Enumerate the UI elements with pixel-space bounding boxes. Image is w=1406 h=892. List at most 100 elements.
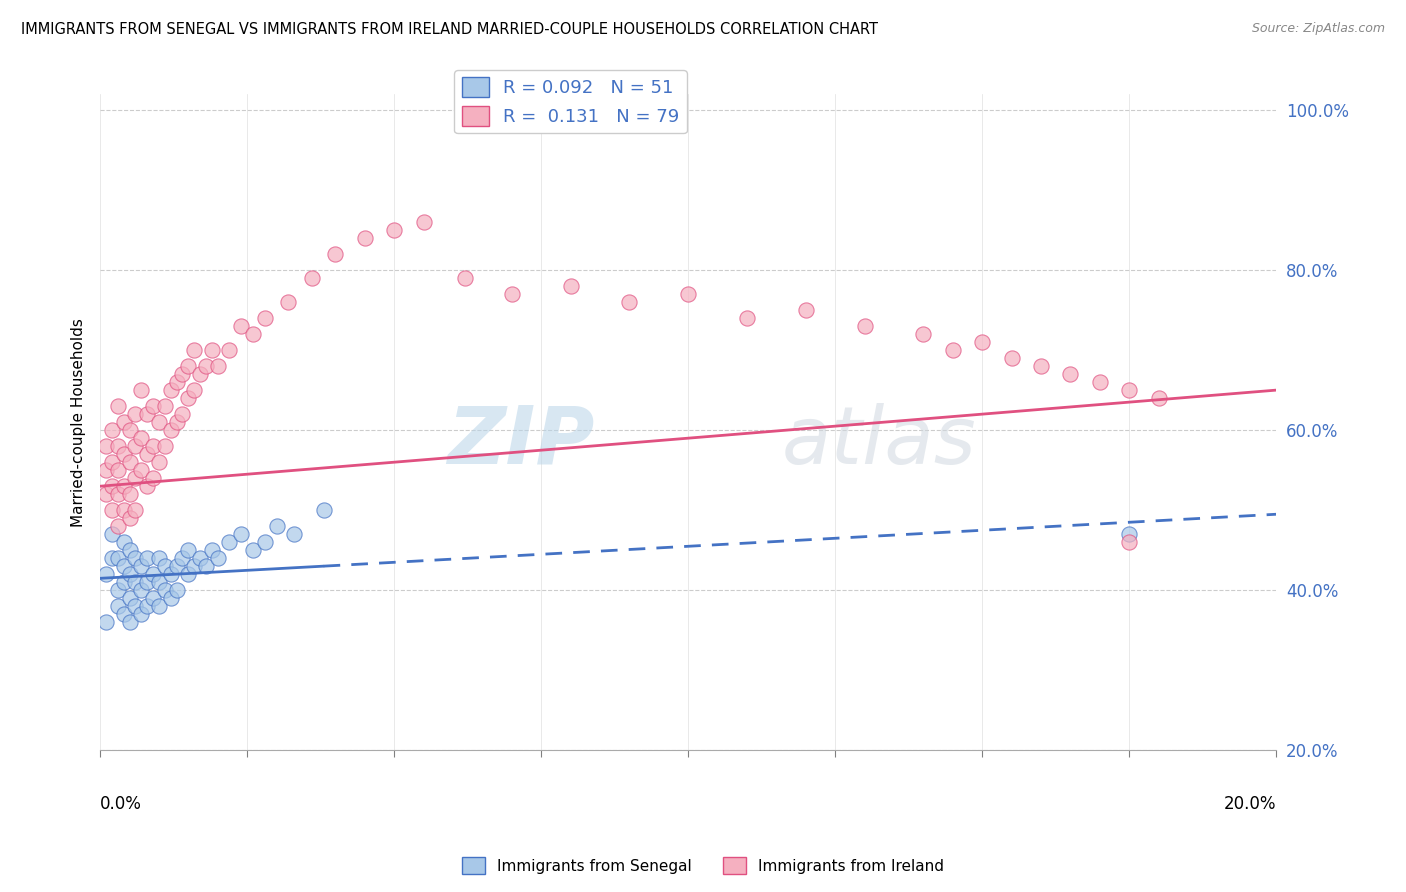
Point <box>136 447 159 461</box>
Point <box>112 415 135 429</box>
Point <box>1118 527 1140 541</box>
Point <box>166 415 188 429</box>
Point <box>676 287 699 301</box>
Point <box>107 519 129 533</box>
Point <box>112 575 135 590</box>
Point <box>118 455 141 469</box>
Point <box>148 575 170 590</box>
Point <box>148 455 170 469</box>
Point <box>124 471 146 485</box>
Point <box>1059 367 1081 381</box>
Point <box>218 343 240 357</box>
Point <box>166 583 188 598</box>
Point <box>94 439 117 453</box>
Point <box>277 295 299 310</box>
Point <box>124 551 146 566</box>
Point <box>172 407 194 421</box>
Point <box>159 591 181 606</box>
Text: 0.0%: 0.0% <box>100 795 142 813</box>
Text: IMMIGRANTS FROM SENEGAL VS IMMIGRANTS FROM IRELAND MARRIED-COUPLE HOUSEHOLDS COR: IMMIGRANTS FROM SENEGAL VS IMMIGRANTS FR… <box>21 22 879 37</box>
Point <box>101 455 124 469</box>
Point <box>177 359 200 373</box>
Point <box>101 527 124 541</box>
Point <box>619 295 641 310</box>
Point <box>266 519 288 533</box>
Point <box>1029 359 1052 373</box>
Point <box>148 551 170 566</box>
Point <box>177 567 200 582</box>
Point <box>142 591 165 606</box>
Point <box>242 327 264 342</box>
Point <box>112 535 135 549</box>
Point <box>142 439 165 453</box>
Point <box>107 399 129 413</box>
Point <box>188 551 211 566</box>
Point <box>118 591 141 606</box>
Legend: Immigrants from Senegal, Immigrants from Ireland: Immigrants from Senegal, Immigrants from… <box>456 851 950 880</box>
Point <box>283 527 305 541</box>
Point <box>94 615 117 630</box>
Point <box>107 463 129 477</box>
Point <box>218 535 240 549</box>
Point <box>136 479 159 493</box>
Point <box>177 391 200 405</box>
Point <box>231 319 253 334</box>
Point <box>207 551 229 566</box>
Point <box>101 551 124 566</box>
Point <box>972 335 994 350</box>
Text: ZIP: ZIP <box>447 403 595 481</box>
Point <box>1118 535 1140 549</box>
Point <box>242 543 264 558</box>
Point <box>142 399 165 413</box>
Point <box>1000 351 1022 365</box>
Point <box>153 439 176 453</box>
Point <box>142 471 165 485</box>
Point <box>253 535 276 549</box>
Text: atlas: atlas <box>782 403 977 481</box>
Point <box>112 559 135 574</box>
Point <box>124 407 146 421</box>
Point <box>177 543 200 558</box>
Point <box>148 599 170 614</box>
Point <box>1088 375 1111 389</box>
Point <box>853 319 876 334</box>
Point <box>794 303 817 318</box>
Point <box>129 583 152 598</box>
Point <box>129 431 152 445</box>
Text: Source: ZipAtlas.com: Source: ZipAtlas.com <box>1251 22 1385 36</box>
Point <box>112 503 135 517</box>
Point <box>183 383 205 397</box>
Legend: R = 0.092   N = 51, R =  0.131   N = 79: R = 0.092 N = 51, R = 0.131 N = 79 <box>454 70 686 133</box>
Text: 20.0%: 20.0% <box>1223 795 1277 813</box>
Point <box>94 487 117 501</box>
Point <box>172 367 194 381</box>
Point <box>107 439 129 453</box>
Point <box>107 551 129 566</box>
Point <box>136 551 159 566</box>
Point <box>129 559 152 574</box>
Point <box>312 503 335 517</box>
Point <box>159 567 181 582</box>
Point <box>118 511 141 525</box>
Point <box>207 359 229 373</box>
Point <box>353 231 375 245</box>
Point <box>194 559 217 574</box>
Point <box>94 463 117 477</box>
Point <box>129 607 152 622</box>
Point <box>1118 383 1140 397</box>
Point <box>136 575 159 590</box>
Point <box>735 311 758 326</box>
Point <box>129 383 152 397</box>
Point <box>942 343 965 357</box>
Point <box>153 399 176 413</box>
Point <box>560 279 582 293</box>
Point <box>107 599 129 614</box>
Point <box>501 287 523 301</box>
Point <box>124 575 146 590</box>
Point <box>118 543 141 558</box>
Point <box>118 487 141 501</box>
Point <box>107 487 129 501</box>
Point <box>166 375 188 389</box>
Point <box>166 559 188 574</box>
Point <box>194 359 217 373</box>
